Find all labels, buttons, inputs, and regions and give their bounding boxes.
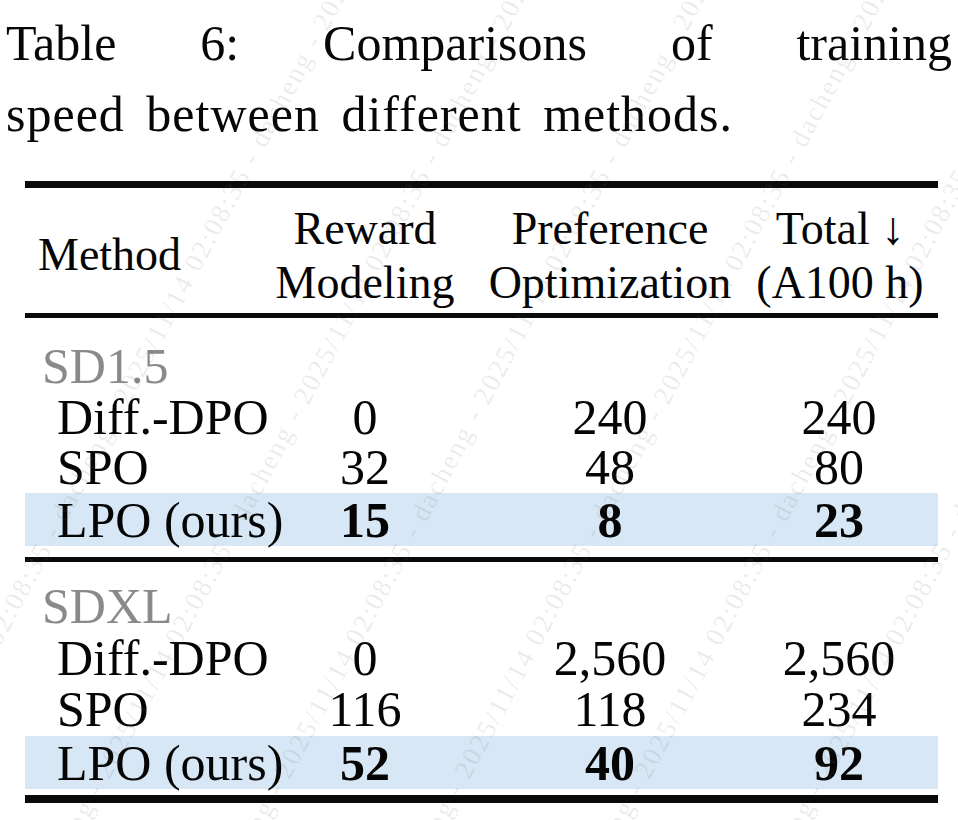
cell-reward-modeling: 0 (250, 392, 480, 442)
cell-method: LPO (ours) (25, 738, 250, 788)
table-row-highlighted-lpo: LPO (ours) 52 40 92 (25, 736, 938, 789)
column-header-preference-optimization-line2: Optimization (470, 256, 750, 310)
cell-preference-optimization: 40 (480, 738, 740, 788)
cell-total: 240 (740, 392, 938, 442)
cell-method: SPO (25, 684, 250, 734)
table-mid-rule (25, 557, 938, 562)
cell-method: SPO (25, 442, 250, 492)
cell-preference-optimization: 48 (480, 442, 740, 492)
column-header-reward-modeling: Reward Modeling (250, 202, 480, 310)
cell-preference-optimization: 2,560 (480, 633, 740, 683)
cell-preference-optimization: 240 (480, 392, 740, 442)
cell-total: 234 (740, 684, 938, 734)
column-header-preference-optimization: Preference Optimization (470, 202, 750, 310)
cell-method: LPO (ours) (25, 495, 250, 545)
cell-total: 92 (740, 738, 938, 788)
table-caption-line2: speed between different methods. (6, 79, 952, 150)
table-header-rule (25, 313, 938, 318)
cell-method: Diff.-DPO (25, 392, 250, 442)
table-caption: Table 6: Comparisons of training speed b… (6, 8, 952, 150)
column-header-method: Method (25, 228, 250, 282)
cell-method: Diff.-DPO (25, 633, 250, 683)
column-header-total-line2: (A100 h) (735, 256, 945, 310)
column-header-reward-modeling-line1: Reward (250, 202, 480, 256)
cell-total: 80 (740, 442, 938, 492)
table-row: Diff.-DPO 0 2,560 2,560 (25, 633, 938, 683)
table-row: Diff.-DPO 0 240 240 (25, 392, 938, 442)
cell-reward-modeling: 32 (250, 442, 480, 492)
cell-reward-modeling: 116 (250, 684, 480, 734)
column-header-preference-optimization-line1: Preference (470, 202, 750, 256)
table-row: SPO 32 48 80 (25, 442, 938, 492)
section-label-sd15: SD1.5 (25, 340, 938, 392)
cell-total: 2,560 (740, 633, 938, 683)
column-header-total: Total ↓ (A100 h) (735, 202, 945, 310)
cell-preference-optimization: 8 (480, 495, 740, 545)
table-top-rule (25, 181, 938, 188)
cell-preference-optimization: 118 (480, 684, 740, 734)
table-caption-line1: Table 6: Comparisons of training (6, 8, 952, 79)
column-header-reward-modeling-line2: Modeling (250, 256, 480, 310)
cell-reward-modeling: 15 (250, 495, 480, 545)
table-row-highlighted-lpo: LPO (ours) 15 8 23 (25, 493, 938, 546)
table-row: SPO 116 118 234 (25, 684, 938, 734)
column-header-total-line1: Total ↓ (735, 202, 945, 256)
cell-total: 23 (740, 495, 938, 545)
section-label-sdxl: SDXL (25, 580, 938, 632)
paper-table-page: Table 6: Comparisons of training speed b… (0, 0, 958, 820)
cell-reward-modeling: 0 (250, 633, 480, 683)
cell-reward-modeling: 52 (250, 738, 480, 788)
table-bottom-rule (25, 795, 938, 803)
